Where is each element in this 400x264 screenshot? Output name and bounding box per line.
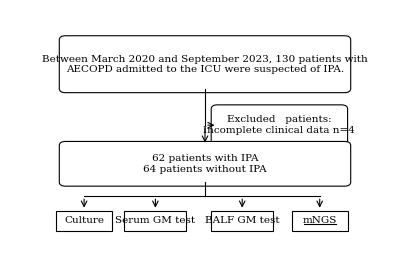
Text: BALF GM test: BALF GM test — [205, 216, 280, 225]
Text: mNGS: mNGS — [302, 216, 337, 225]
FancyBboxPatch shape — [211, 105, 348, 145]
Text: Between March 2020 and September 2023, 130 patients with
AECOPD admitted to the : Between March 2020 and September 2023, 1… — [42, 54, 368, 74]
Text: Culture: Culture — [64, 216, 104, 225]
Text: Excluded   patients:
Incomplete clinical data n=4: Excluded patients: Incomplete clinical d… — [204, 115, 355, 135]
FancyBboxPatch shape — [56, 211, 112, 231]
FancyBboxPatch shape — [124, 211, 186, 231]
Text: 62 patients with IPA
64 patients without IPA: 62 patients with IPA 64 patients without… — [143, 154, 267, 173]
FancyBboxPatch shape — [59, 36, 351, 93]
FancyBboxPatch shape — [211, 211, 273, 231]
FancyBboxPatch shape — [59, 142, 351, 186]
Text: Serum GM test: Serum GM test — [115, 216, 196, 225]
FancyBboxPatch shape — [292, 211, 348, 231]
